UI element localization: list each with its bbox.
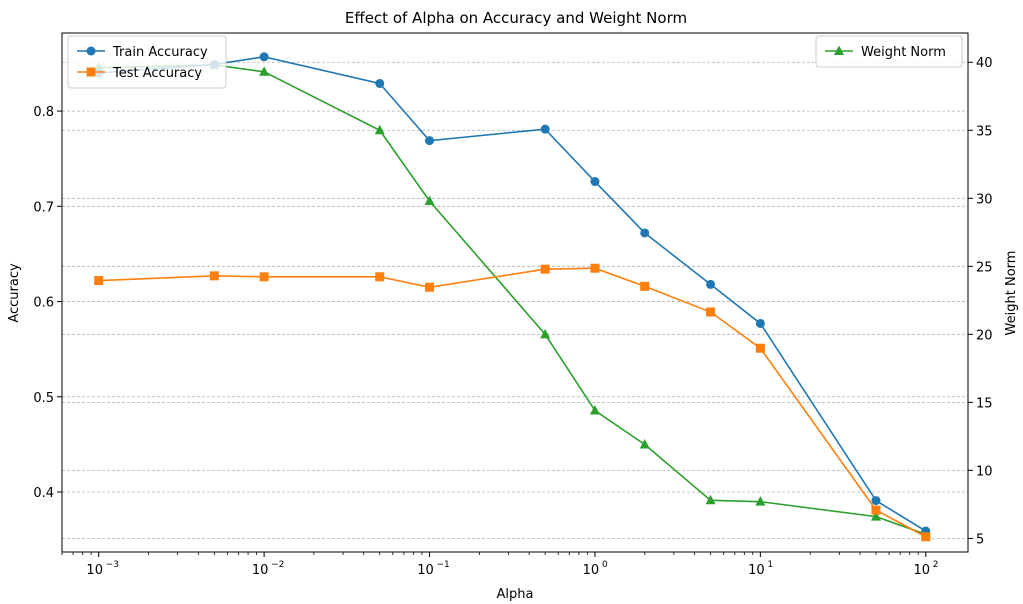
data-point <box>921 532 931 542</box>
data-point <box>540 328 551 339</box>
data-point <box>706 279 716 289</box>
x-tick-label-exponent: 1 <box>767 560 773 570</box>
legend-label: Weight Norm <box>861 45 946 60</box>
data-point <box>259 272 269 282</box>
data-point <box>590 177 600 187</box>
x-tick-label-exponent: 0 <box>602 560 608 570</box>
x-tick-label-base: 10 <box>583 563 600 578</box>
series-line <box>98 267 927 538</box>
y-left-tick-label: 0.6 <box>33 296 54 311</box>
y-left-tick-label: 0.8 <box>33 105 54 120</box>
y-right-tick-label: 10 <box>976 464 993 479</box>
data-point <box>706 307 716 317</box>
legend-marker <box>86 67 96 77</box>
legend-marker <box>834 45 844 55</box>
data-point <box>425 282 435 292</box>
data-point <box>870 511 881 521</box>
y-right-tick-label: 35 <box>976 124 993 139</box>
series-line <box>98 64 927 536</box>
data-point <box>259 52 269 62</box>
x-tick-label-exponent: −3 <box>106 560 119 570</box>
data-point <box>755 496 766 506</box>
y-axis-left-label: Accuracy <box>7 263 22 323</box>
x-axis-label: Alpha <box>497 587 534 602</box>
chart-title: Effect of Alpha on Accuracy and Weight N… <box>345 9 687 27</box>
series-test-accuracy <box>94 263 931 542</box>
data-point <box>871 496 881 506</box>
data-point <box>705 494 716 505</box>
y-right-tick-label: 25 <box>976 260 993 275</box>
data-point <box>871 505 881 515</box>
legend-box <box>815 35 963 68</box>
x-tick-label-exponent: −2 <box>271 560 284 570</box>
legend-right: Weight Norm <box>815 35 963 68</box>
y-right-tick-label: 40 <box>976 56 993 71</box>
y-left-tick-label: 0.4 <box>33 486 54 501</box>
data-point <box>755 318 765 328</box>
data-point <box>374 124 385 135</box>
data-point <box>640 281 650 291</box>
axis-layer: 10 −3 10 −2 10 −1 10 0 10 1 10 20.40.50.60.70.85101… <box>33 56 992 578</box>
data-point <box>94 276 104 286</box>
data-point <box>540 124 550 134</box>
data-point <box>755 343 765 353</box>
data-point <box>375 272 385 282</box>
series-line <box>98 55 927 532</box>
series-layer <box>93 52 931 542</box>
x-tick-label-base: 10 <box>914 563 931 578</box>
legend-layer: Train Accuracy Test Accuracy Weight Norm <box>67 35 963 89</box>
data-point <box>590 263 600 273</box>
y-axis-right-label: Weight Norm <box>1004 251 1019 336</box>
x-tick-label-exponent: −1 <box>437 560 450 570</box>
y-right-tick-label: 5 <box>976 532 984 547</box>
y-left-tick-label: 0.7 <box>33 200 54 215</box>
y-right-tick-label: 15 <box>976 396 993 411</box>
x-tick-label-base: 10 <box>252 563 269 578</box>
plot-frame <box>61 32 969 553</box>
x-tick-label-base: 10 <box>417 563 434 578</box>
y-right-tick-label: 30 <box>976 192 993 207</box>
legend-box <box>67 35 227 89</box>
x-tick-label-base: 10 <box>748 563 765 578</box>
data-point <box>540 264 550 274</box>
data-point <box>209 271 219 281</box>
data-point <box>425 136 435 146</box>
x-tick-label-base: 10 <box>86 563 103 578</box>
data-point <box>589 405 600 415</box>
data-point <box>640 228 650 238</box>
legend-marker <box>86 46 96 56</box>
data-point <box>375 78 385 88</box>
data-point <box>639 439 650 449</box>
legend-label: Train Accuracy <box>112 45 208 60</box>
y-right-tick-label: 20 <box>976 328 993 343</box>
legend-left: Train Accuracy Test Accuracy <box>67 35 227 89</box>
series-weight-norm <box>93 59 931 539</box>
y-left-tick-label: 0.5 <box>33 391 54 406</box>
legend-label: Test Accuracy <box>112 66 202 81</box>
x-tick-label-exponent: 2 <box>933 560 939 570</box>
data-point <box>259 66 270 76</box>
data-point <box>424 195 435 206</box>
